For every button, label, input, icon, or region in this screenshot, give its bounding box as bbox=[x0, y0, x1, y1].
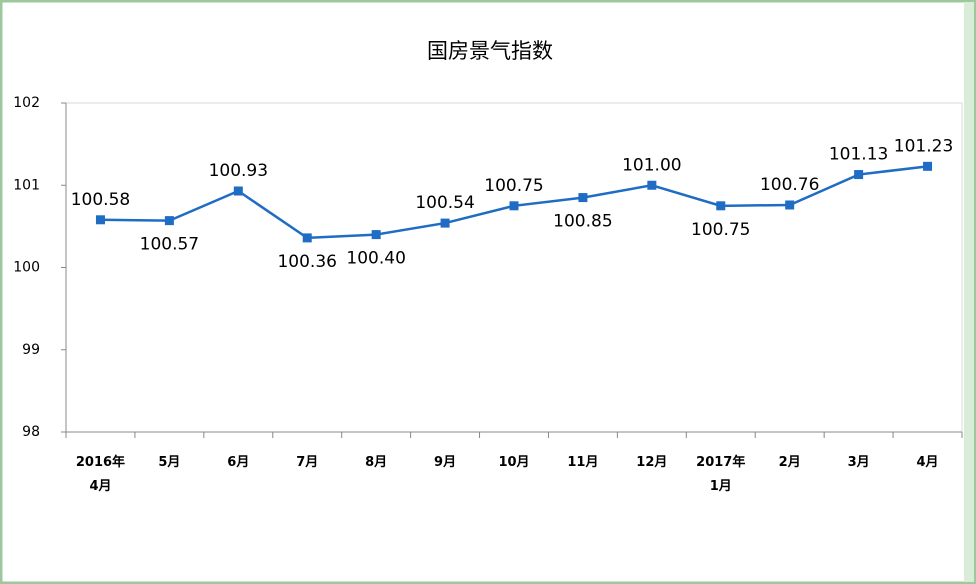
value-label: 100.75 bbox=[691, 220, 750, 240]
value-label: 101.00 bbox=[622, 155, 681, 175]
x-tick-label: 2016年 4月 bbox=[76, 454, 125, 494]
data-point bbox=[95, 215, 105, 225]
value-label: 100.36 bbox=[277, 252, 336, 272]
data-point bbox=[785, 200, 795, 210]
value-label: 100.76 bbox=[760, 175, 819, 195]
data-point bbox=[578, 193, 588, 203]
data-point bbox=[509, 201, 519, 211]
value-label: 100.85 bbox=[553, 212, 612, 232]
y-tick-label: 98 bbox=[22, 424, 40, 440]
data-point bbox=[923, 161, 933, 171]
data-point bbox=[164, 216, 174, 226]
data-point bbox=[716, 201, 726, 211]
data-point bbox=[302, 233, 312, 243]
x-tick-label: 9月 bbox=[434, 455, 456, 470]
value-label: 100.40 bbox=[346, 249, 405, 269]
x-tick-label: 6月 bbox=[227, 455, 249, 470]
x-tick-label: 2017年 1月 bbox=[696, 454, 745, 494]
y-tick-label: 99 bbox=[22, 342, 40, 358]
x-tick-label: 7月 bbox=[296, 455, 318, 470]
value-label: 101.23 bbox=[894, 136, 953, 156]
x-tick-label: 10月 bbox=[498, 455, 529, 470]
data-point bbox=[440, 218, 450, 228]
value-label: 100.58 bbox=[71, 190, 130, 210]
data-point bbox=[854, 170, 864, 180]
frame-edge bbox=[964, 2, 974, 582]
x-tick-label: 2月 bbox=[779, 455, 801, 470]
y-tick-label: 101 bbox=[13, 177, 40, 193]
x-tick-label: 4月 bbox=[917, 455, 939, 470]
value-label: 100.93 bbox=[209, 161, 268, 181]
x-tick-label: 3月 bbox=[848, 455, 870, 470]
x-tick-label: 5月 bbox=[158, 455, 180, 470]
value-label: 100.57 bbox=[140, 235, 199, 255]
value-label: 100.75 bbox=[484, 176, 543, 196]
y-tick-label: 100 bbox=[13, 260, 40, 276]
data-point bbox=[647, 180, 657, 190]
data-point bbox=[371, 230, 381, 240]
chart-title: 国房景气指数 bbox=[427, 39, 553, 63]
value-label: 101.13 bbox=[829, 145, 888, 165]
x-tick-label: 12月 bbox=[636, 455, 667, 470]
x-tick-label: 8月 bbox=[365, 455, 387, 470]
y-tick-label: 102 bbox=[13, 95, 40, 111]
x-tick-label: 11月 bbox=[567, 455, 598, 470]
value-label: 100.54 bbox=[415, 193, 474, 213]
data-point bbox=[233, 186, 243, 196]
